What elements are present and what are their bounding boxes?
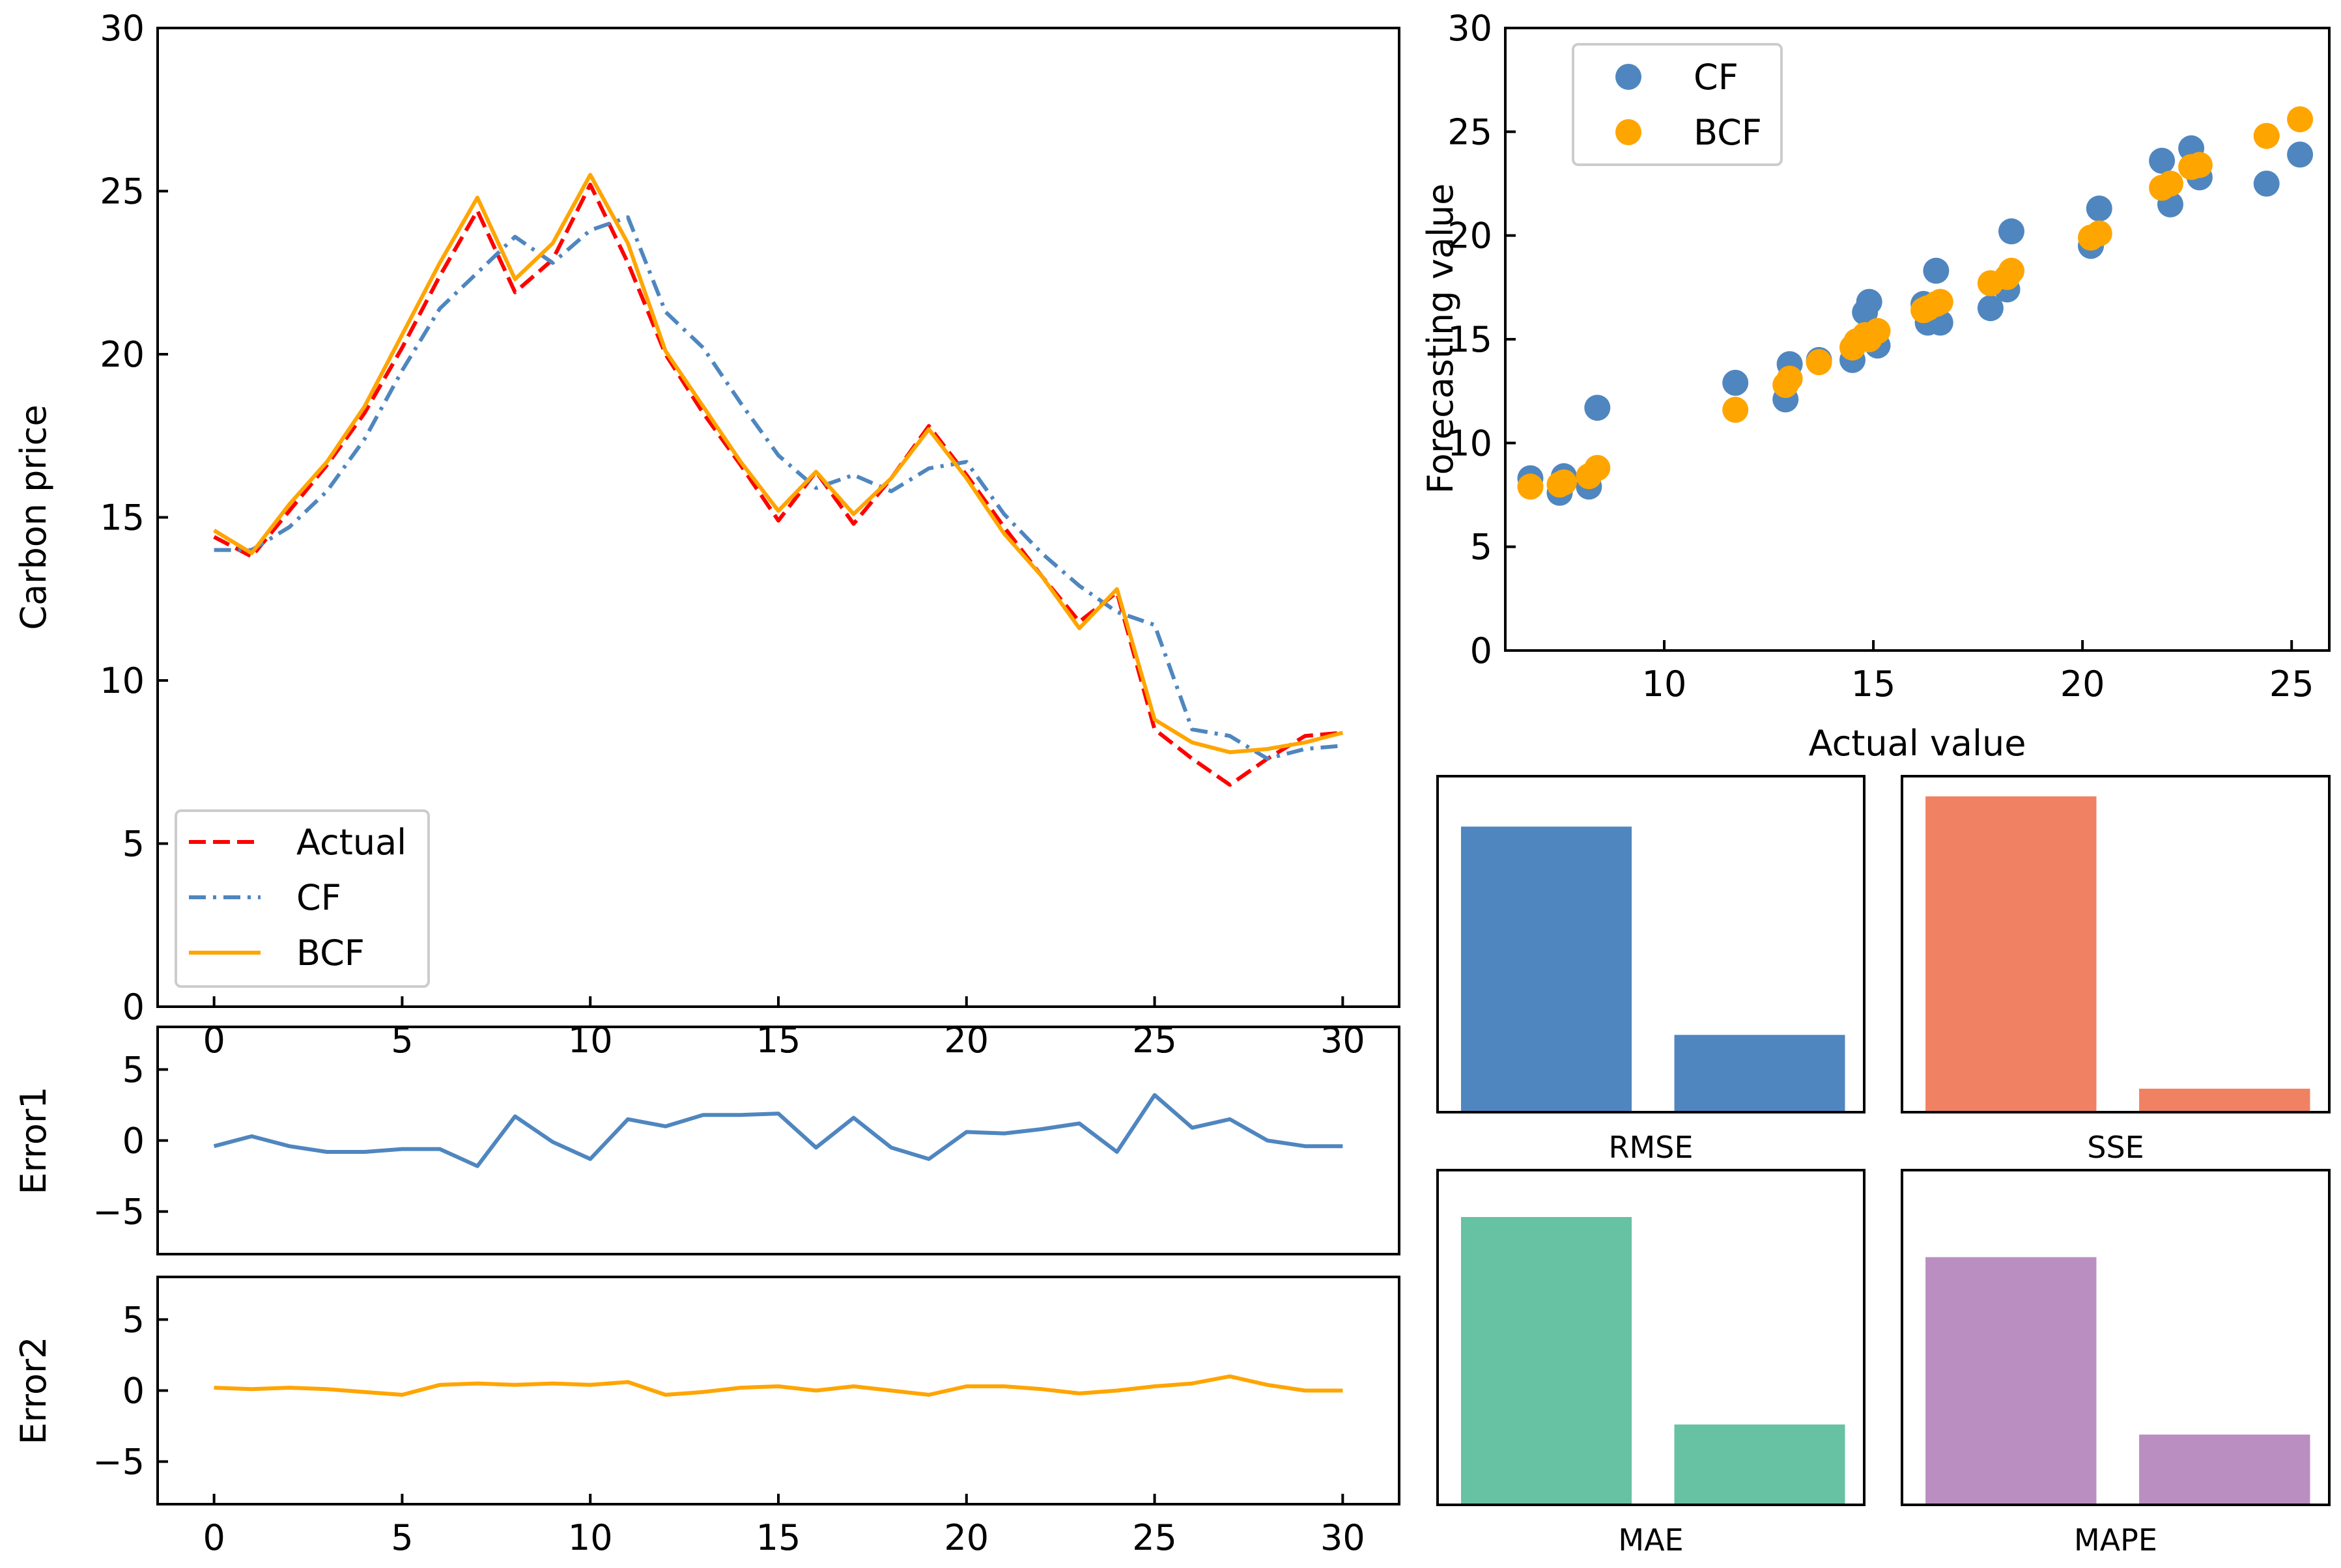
error2-x-tick-label: 10 [568, 1517, 613, 1558]
scatter-cf-point [1923, 257, 1950, 284]
scatter-y-axis-label: Forecasting value [1420, 184, 1461, 494]
scatter-bcf-point [2253, 122, 2280, 149]
scatter-bcf-point [1584, 455, 1611, 481]
mape-axes-frame [1901, 1169, 2331, 1506]
scatter-y-tick-label: 5 [1470, 527, 1492, 568]
scatter-y-tick-label: 10 [1447, 423, 1492, 464]
mape-x-axis-label: MAPE [2074, 1522, 2157, 1558]
scatter-bcf-point [1998, 257, 2024, 284]
scatter-x-tick-label: 10 [1642, 664, 1687, 705]
main-legend-bcf-label: BCF [296, 932, 365, 973]
scatter-legend-bcf-label: BCF [1694, 112, 1762, 153]
mape-bar-bcf [2139, 1435, 2310, 1505]
scatter-bcf-point [2086, 220, 2112, 247]
sse-axes-frame [1901, 775, 2331, 1113]
error1-y-axis-label: Error1 [13, 1087, 54, 1195]
sse-bar-cf [1925, 796, 2097, 1112]
scatter-cf-point [1977, 295, 2004, 322]
scatter-y-tick-label: 30 [1447, 8, 1492, 49]
scatter-legend-bcf-swatch [1615, 119, 1641, 145]
scatter-y-tick-label: 25 [1447, 111, 1492, 152]
scatter-cf-point [1584, 395, 1611, 421]
main-y-tick-label: 15 [100, 497, 145, 539]
scatter-cf-point [1856, 288, 1882, 315]
error2-y-tick-label: 0 [122, 1371, 145, 1412]
scatter-cf-point [2149, 147, 2176, 174]
main-y-axis-label: Carbon price [13, 404, 54, 630]
error2-x-tick-label: 5 [391, 1517, 413, 1558]
error2-y-axis-label: Error2 [13, 1337, 54, 1445]
error1-y-tick-label: −5 [92, 1192, 145, 1233]
error2-y-tick-label: 5 [122, 1299, 145, 1340]
main-y-tick-label: 10 [100, 660, 145, 701]
error1-series-error1-line [213, 1093, 1343, 1168]
scatter-bcf-point [1517, 473, 1544, 500]
mae-x-axis-label: MAE [1618, 1522, 1683, 1558]
scatter-y-tick-label: 20 [1447, 216, 1492, 257]
scatter-bcf-point [1927, 288, 1953, 315]
main-y-tick-label: 30 [100, 8, 145, 49]
main-series-actual-line [213, 182, 1343, 787]
rmse-x-axis-label: RMSE [1609, 1130, 1694, 1165]
error2-x-tick-label: 0 [203, 1517, 225, 1558]
error2-x-tick-label: 25 [1132, 1517, 1177, 1558]
scatter-cf-point [1722, 369, 1749, 396]
main-legend-cf-label: CF [296, 877, 341, 918]
scatter-x-axis-label: Actual value [1809, 723, 2026, 764]
error2-x-tick-label: 30 [1320, 1517, 1365, 1558]
main-legend-actual-label: Actual [296, 822, 406, 863]
main-y-tick-label: 25 [100, 171, 145, 212]
scatter-bcf-point [1550, 469, 1577, 496]
main-series-cf-line [214, 215, 1343, 761]
scatter-bcf-point [2186, 152, 2213, 178]
error1-y-tick-label: 0 [122, 1121, 145, 1162]
rmse-axes-frame [1436, 775, 1866, 1113]
scatter-x-tick-label: 25 [2269, 664, 2314, 705]
scatter-cf-point [2086, 195, 2112, 222]
rmse-bar-bcf [1674, 1035, 1845, 1112]
mae-bar-cf [1461, 1217, 1632, 1505]
main-y-tick-label: 5 [122, 824, 145, 865]
main-y-tick-label: 0 [122, 987, 145, 1028]
error2-y-tick-label: −5 [92, 1442, 145, 1483]
scatter-bcf-point [2157, 171, 2183, 197]
scatter-x-tick-label: 20 [2060, 664, 2105, 705]
mae-axes-frame [1436, 1169, 1866, 1506]
scatter-x-tick-label: 15 [1851, 664, 1896, 705]
error2-series-error2-line [214, 1374, 1343, 1397]
scatter-legend-cf-label: CF [1694, 57, 1738, 98]
scatter-cf-point [2287, 141, 2314, 168]
rmse-bar-cf [1461, 826, 1632, 1112]
sse-x-axis-label: SSE [2087, 1130, 2144, 1165]
scatter-legend-cf-swatch [1615, 64, 1641, 90]
main-series-bcf-line [213, 173, 1344, 755]
scatter-bcf-point [1722, 397, 1749, 423]
mape-bar-cf [1925, 1257, 2097, 1505]
main-legend-box [175, 809, 430, 988]
error1-y-tick-label: 5 [122, 1049, 145, 1090]
scatter-y-tick-label: 15 [1447, 319, 1492, 360]
scatter-bcf-point [2287, 106, 2314, 133]
main-y-tick-label: 20 [100, 334, 145, 375]
chart-layer: 0 5 10 15 20 25 30 0 5 10 15 20 25 30 Carbon price Actu… [13, 8, 2331, 1558]
error2-x-tick-label: 15 [756, 1517, 801, 1558]
scatter-bcf-point [1864, 318, 1891, 344]
scatter-bcf-point [1806, 349, 1832, 376]
mae-bar-bcf [1674, 1424, 1845, 1505]
scatter-cf-point [2253, 171, 2280, 197]
scatter-bcf-point [1776, 365, 1803, 392]
scatter-y-tick-label: 0 [1470, 630, 1492, 671]
scatter-cf-point [1998, 218, 2024, 245]
error2-x-tick-label: 20 [944, 1517, 989, 1558]
sse-bar-bcf [2139, 1088, 2310, 1112]
